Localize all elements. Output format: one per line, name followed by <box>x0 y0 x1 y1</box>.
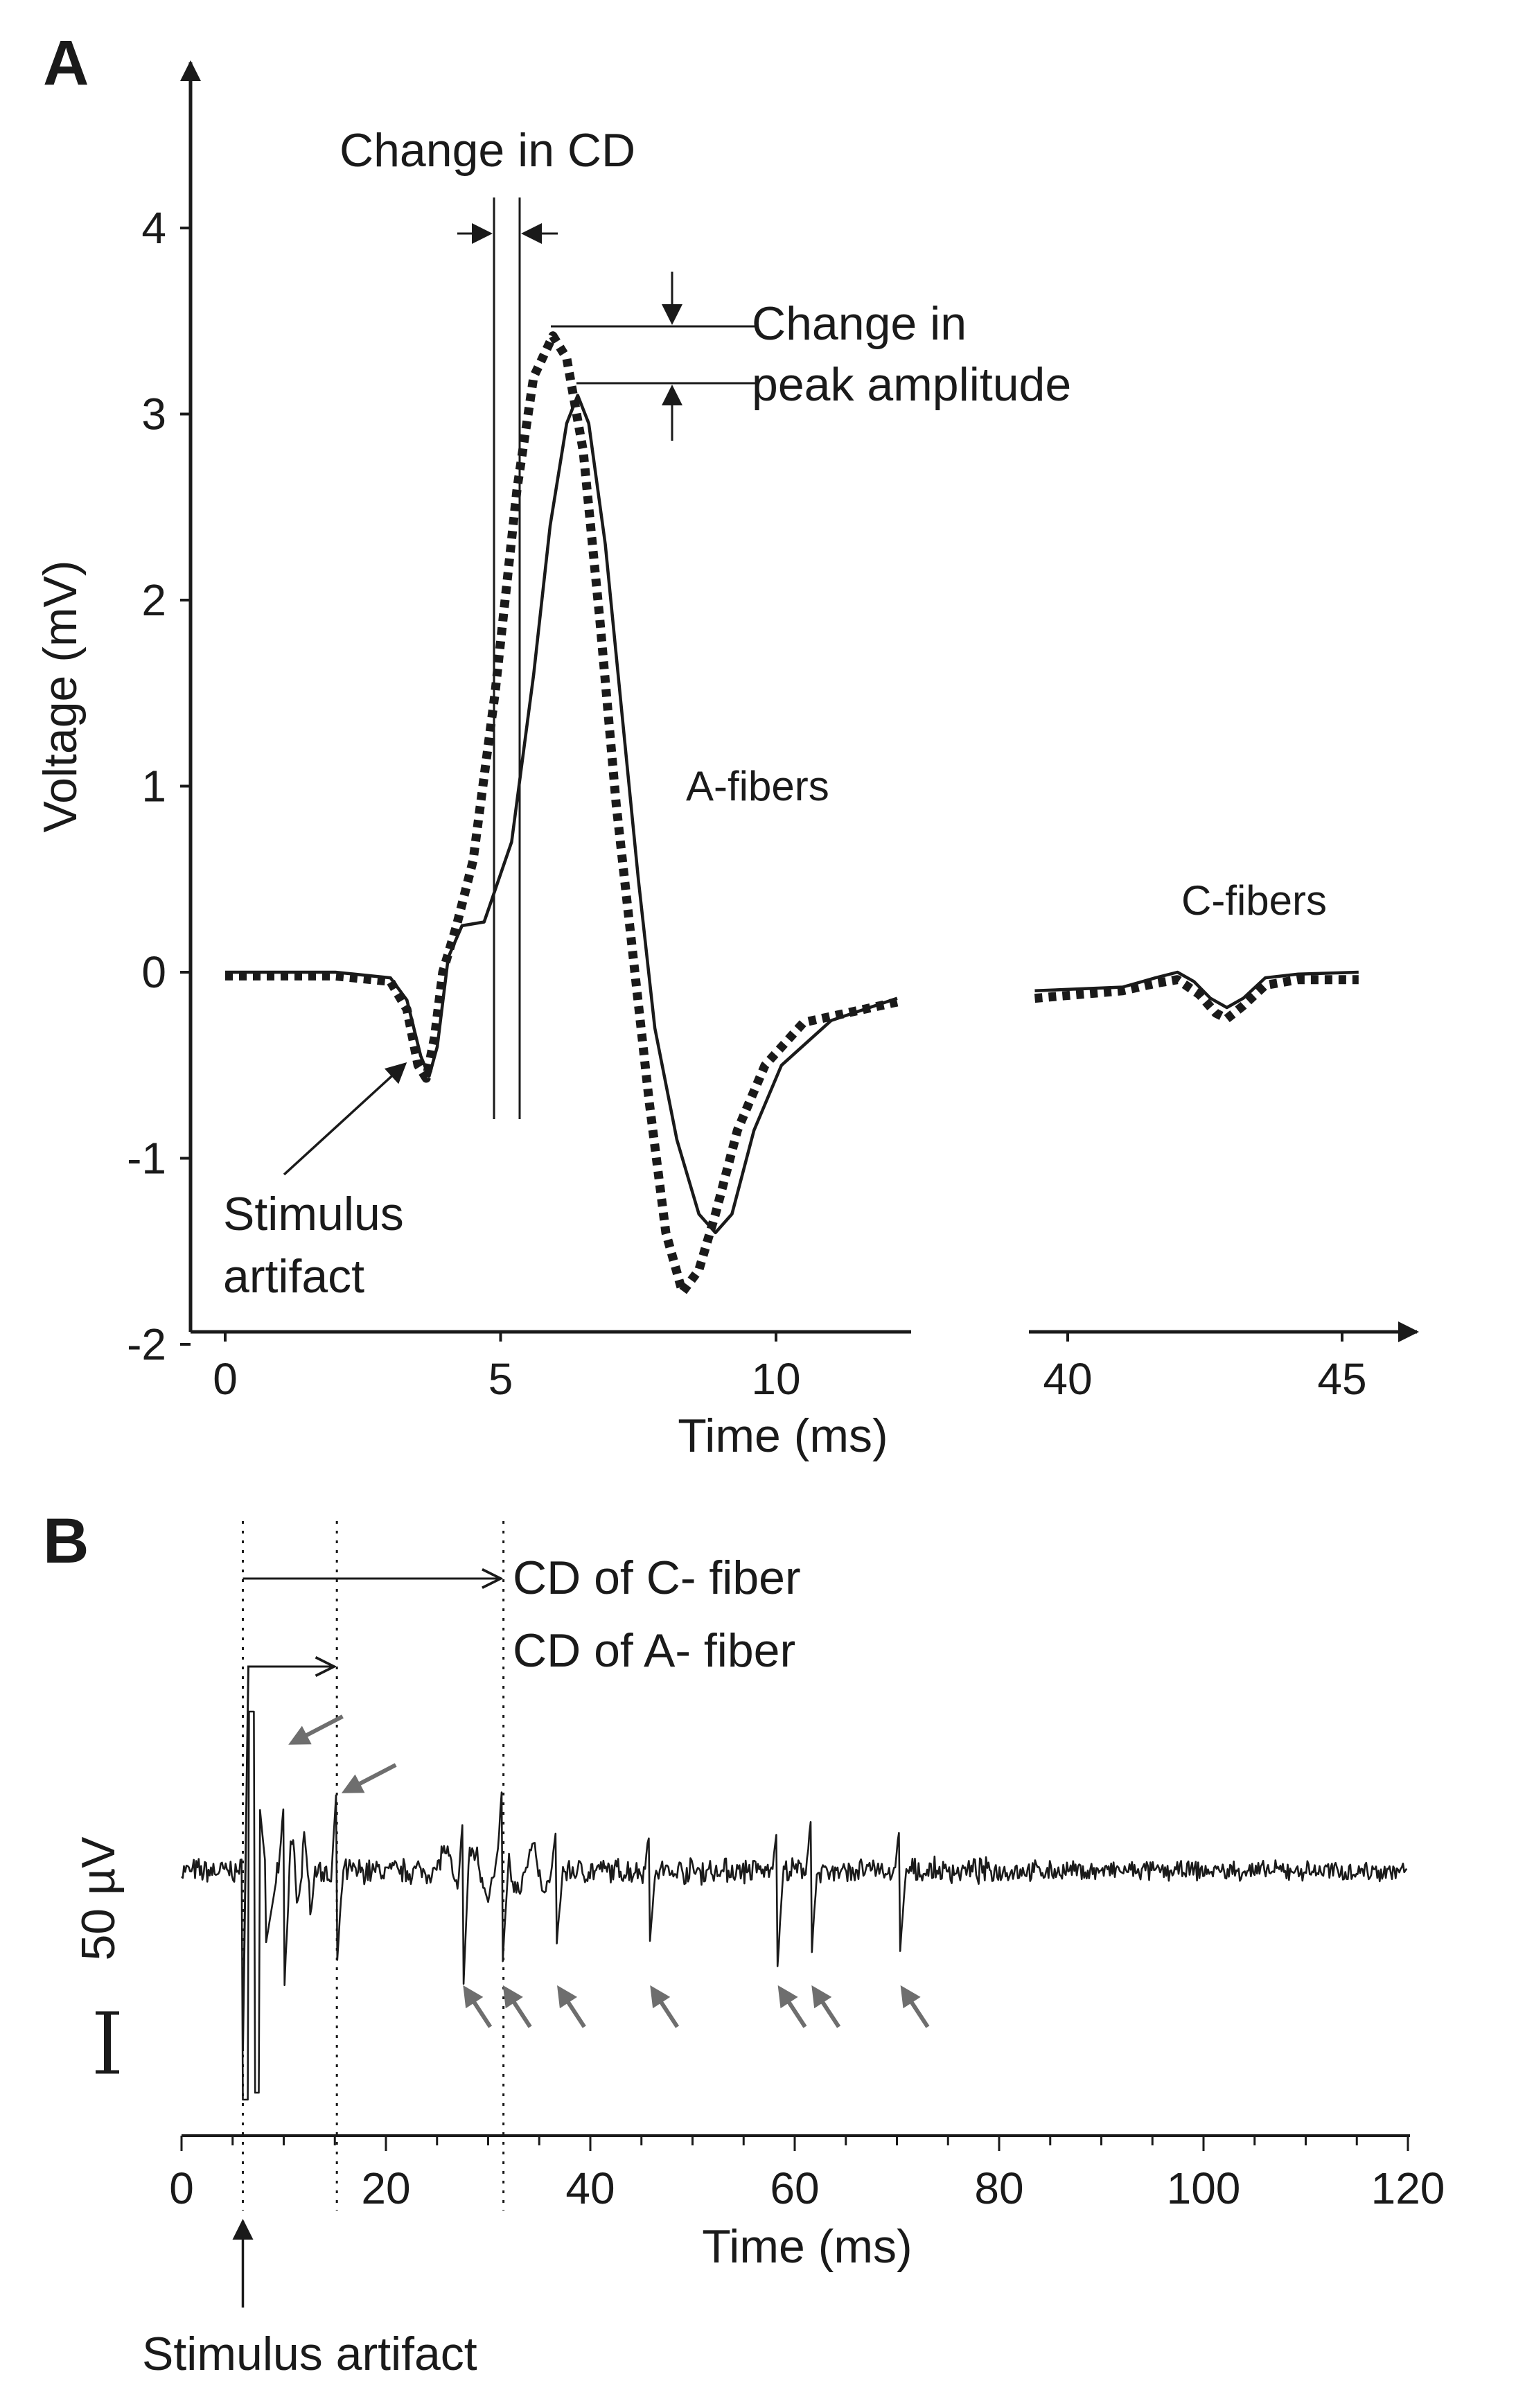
dotted-trace-c-fibers <box>1034 975 1359 1023</box>
y-tick-label: 4 <box>141 203 166 253</box>
panel-a-label: A <box>43 28 89 98</box>
c-fiber-spike-arrow <box>777 1985 807 2028</box>
b-x-tick-label: 60 <box>770 2163 819 2213</box>
panel-b-x-label: Time (ms) <box>702 2220 912 2273</box>
panel-b-spike-arrows <box>288 1714 930 2028</box>
change-in-peak-label-2: peak amplitude <box>752 358 1071 411</box>
y-tick-label: 3 <box>141 389 166 439</box>
c-fiber-spike-arrow <box>463 1985 493 2028</box>
b-x-tick-label: 0 <box>169 2163 194 2213</box>
y-tick-label: 0 <box>141 947 166 997</box>
c-fiber-spike-arrow <box>900 1985 930 2028</box>
b-x-tick-label: 20 <box>361 2163 410 2213</box>
b-x-tick-label: 120 <box>1371 2163 1445 2213</box>
solid-trace-a-fibers <box>225 394 898 1235</box>
cd-a-fiber-label: CD of A- fiber <box>513 1624 795 1677</box>
x-tick-label: 40 <box>1043 1354 1092 1404</box>
y-tick-label: 2 <box>141 575 166 625</box>
x-tick-label: 45 <box>1317 1354 1366 1404</box>
stimulus-artifact-label-b: Stimulus artifact <box>142 2328 477 2380</box>
change-in-cd-label: Change in CD <box>340 124 635 177</box>
a-fibers-label: A-fibers <box>686 763 829 809</box>
panel-b-trace <box>181 1710 1408 2101</box>
stimulus-artifact-label-2: artifact <box>223 1250 364 1303</box>
c-fibers-label: C-fibers <box>1181 877 1327 924</box>
y-tick-label: -1 <box>127 1134 166 1184</box>
cd-c-fiber-label: CD of C- fiber <box>513 1552 801 1604</box>
c-fiber-spike-arrow <box>650 1985 680 2028</box>
x-tick-label: 5 <box>488 1354 513 1404</box>
panel-b: B CD of C- fiber CD of A- fiber 50 µV 0 2… <box>43 1506 1445 2380</box>
c-fiber-spike-arrow <box>502 1985 532 2028</box>
b-recording-trace <box>181 1710 1408 2101</box>
panel-a-y-label: Voltage (mV) <box>34 560 87 832</box>
stimulus-artifact-arrow-a <box>283 1062 407 1176</box>
a-fiber-spike-arrow <box>341 1763 397 1793</box>
panel-a-x-ticks: 0 5 10 40 45 <box>213 1332 1367 1404</box>
b-x-tick-label: 100 <box>1167 2163 1241 2213</box>
panel-a-x-label: Time (ms) <box>678 1409 888 1462</box>
x-tick-label: 10 <box>751 1354 800 1404</box>
scale-bar-label: 50 µV <box>72 1836 125 1961</box>
stimulus-artifact-label-1: Stimulus <box>223 1188 404 1240</box>
panel-b-label: B <box>43 1506 89 1576</box>
scale-bar <box>96 2011 119 2074</box>
b-x-tick-label: 80 <box>974 2163 1023 2213</box>
c-fiber-spike-arrow <box>557 1985 586 2028</box>
dotted-trace-a-fibers <box>225 331 899 1297</box>
y-tick-label: -2 <box>127 1319 166 1369</box>
panel-b-x-ticks: 0 20 40 60 80 100 120 <box>169 2136 1445 2213</box>
c-fiber-spike-arrow <box>811 1985 841 2028</box>
change-in-peak-label-1: Change in <box>752 297 967 350</box>
panel-a-y-ticks: 4 3 2 1 0 -1 -2 <box>127 203 191 1369</box>
x-tick-label: 0 <box>213 1354 238 1404</box>
cd-a-fiber-arrow <box>242 1667 335 2052</box>
b-x-tick-label: 40 <box>565 2163 615 2213</box>
a-fiber-spike-arrow <box>288 1714 344 1745</box>
y-tick-label: 1 <box>141 762 166 811</box>
panel-a-traces <box>225 331 1359 1297</box>
solid-trace-c-fibers <box>1034 970 1359 1010</box>
